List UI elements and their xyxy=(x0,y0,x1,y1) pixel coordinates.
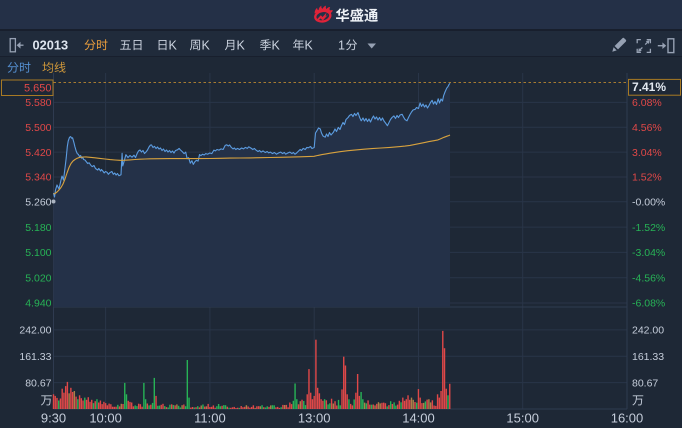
svg-text:242.00: 242.00 xyxy=(19,325,51,337)
svg-text:13:00: 13:00 xyxy=(298,411,331,426)
svg-text:5.100: 5.100 xyxy=(25,247,51,259)
svg-text:5.340: 5.340 xyxy=(25,172,51,184)
svg-text:K: K xyxy=(305,38,314,52)
svg-text:1.52%: 1.52% xyxy=(632,172,662,184)
svg-text:-3.04%: -3.04% xyxy=(632,247,665,259)
svg-text:6.08%: 6.08% xyxy=(632,97,662,109)
svg-text:7.41%: 7.41% xyxy=(632,80,666,94)
svg-text:16:00: 16:00 xyxy=(611,411,644,426)
svg-text:5.020: 5.020 xyxy=(25,272,51,284)
svg-text:5.500: 5.500 xyxy=(25,122,51,134)
svg-text:-1.52%: -1.52% xyxy=(632,222,665,234)
svg-text:161.33: 161.33 xyxy=(19,351,51,363)
svg-text:K: K xyxy=(237,38,246,52)
svg-text:4.940: 4.940 xyxy=(25,298,51,310)
svg-text:K: K xyxy=(202,38,211,52)
svg-text:5.650: 5.650 xyxy=(24,82,52,94)
svg-text:161.33: 161.33 xyxy=(632,351,664,363)
svg-text:5.260: 5.260 xyxy=(25,197,51,209)
svg-text:14:00: 14:00 xyxy=(402,411,435,426)
svg-text:10:00: 10:00 xyxy=(89,411,122,426)
svg-text:4.56%: 4.56% xyxy=(632,122,662,134)
svg-text:1: 1 xyxy=(338,38,345,52)
svg-text:80.67: 80.67 xyxy=(632,377,658,389)
svg-text:K: K xyxy=(272,38,281,52)
svg-text:3.04%: 3.04% xyxy=(632,147,662,159)
svg-text:-6.08%: -6.08% xyxy=(632,298,665,310)
svg-text:5.420: 5.420 xyxy=(25,147,51,159)
svg-text:K: K xyxy=(169,38,178,52)
svg-text:80.67: 80.67 xyxy=(25,377,51,389)
svg-text:02013: 02013 xyxy=(33,38,69,53)
svg-text:9:30: 9:30 xyxy=(41,411,66,426)
svg-text:15:00: 15:00 xyxy=(506,411,539,426)
svg-text:-4.56%: -4.56% xyxy=(632,272,665,284)
svg-text:-0.00%: -0.00% xyxy=(632,197,665,209)
svg-text:5.580: 5.580 xyxy=(25,97,51,109)
svg-text:242.00: 242.00 xyxy=(632,325,664,337)
svg-text:11:00: 11:00 xyxy=(194,411,226,426)
svg-text:5.180: 5.180 xyxy=(25,222,51,234)
